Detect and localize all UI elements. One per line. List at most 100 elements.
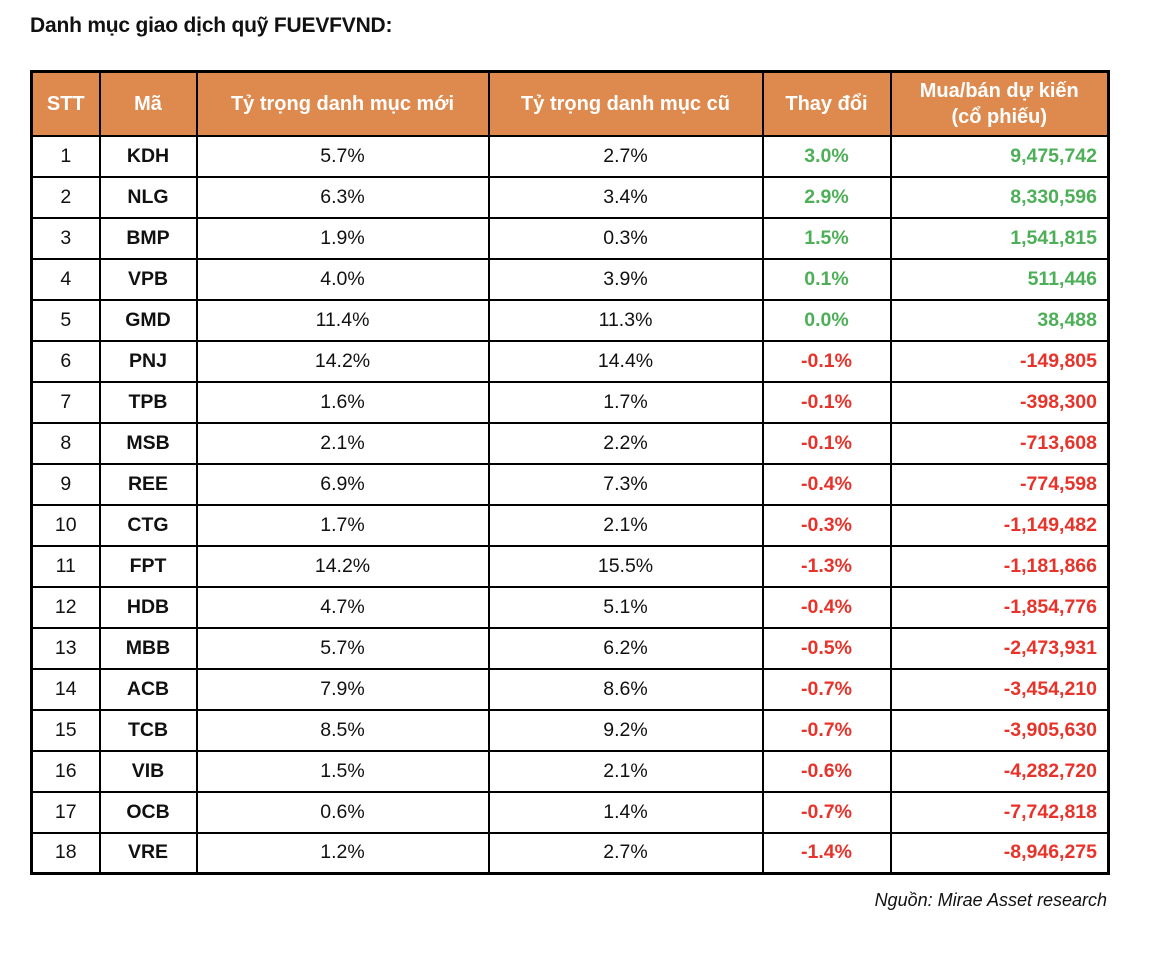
- shares-cell: -2,473,931: [889, 626, 1110, 670]
- old-weight-cell: 2.7%: [487, 831, 764, 875]
- ticker-cell: TPB: [98, 380, 198, 424]
- change-cell: -1.4%: [761, 831, 892, 875]
- shares-cell: -1,854,776: [889, 585, 1110, 629]
- old-weight-cell: 8.6%: [487, 667, 764, 711]
- change-cell: -0.3%: [761, 503, 892, 547]
- shares-cell: -7,742,818: [889, 790, 1110, 834]
- old-weight-cell: 15.5%: [487, 544, 764, 588]
- row-index-cell: 12: [30, 585, 101, 629]
- row-index-cell: 14: [30, 667, 101, 711]
- new-weight-cell: 8.5%: [195, 708, 490, 752]
- row-index-cell: 18: [30, 831, 101, 875]
- change-cell: -0.6%: [761, 749, 892, 793]
- ticker-cell: MBB: [98, 626, 198, 670]
- ticker-cell: GMD: [98, 298, 198, 342]
- old-weight-cell: 11.3%: [487, 298, 764, 342]
- old-weight-cell: 2.7%: [487, 134, 764, 178]
- old-weight-cell: 1.7%: [487, 380, 764, 424]
- header-ticker: Mã: [98, 70, 198, 137]
- ticker-cell: VPB: [98, 257, 198, 301]
- old-weight-cell: 14.4%: [487, 339, 764, 383]
- new-weight-cell: 1.2%: [195, 831, 490, 875]
- header-old-weight: Tỷ trọng danh mục cũ: [487, 70, 764, 137]
- shares-cell: -713,608: [889, 421, 1110, 465]
- shares-cell: 1,541,815: [889, 216, 1110, 260]
- row-index-cell: 15: [30, 708, 101, 752]
- old-weight-cell: 7.3%: [487, 462, 764, 506]
- old-weight-cell: 3.4%: [487, 175, 764, 219]
- table-row: 13 MBB 5.7% 6.2% -0.5% -2,473,931: [30, 626, 1110, 670]
- new-weight-cell: 2.1%: [195, 421, 490, 465]
- row-index-cell: 1: [30, 134, 101, 178]
- new-weight-cell: 1.7%: [195, 503, 490, 547]
- ticker-cell: KDH: [98, 134, 198, 178]
- ticker-cell: BMP: [98, 216, 198, 260]
- table-row: 8 MSB 2.1% 2.2% -0.1% -713,608: [30, 421, 1110, 465]
- ticker-cell: ACB: [98, 667, 198, 711]
- change-cell: -0.7%: [761, 708, 892, 752]
- page-title: Danh mục giao dịch quỹ FUEVFVND:: [30, 14, 393, 37]
- report-page: Danh mục giao dịch quỹ FUEVFVND: STT Mã …: [30, 14, 1110, 911]
- table-row: 2 NLG 6.3% 3.4% 2.9% 8,330,596: [30, 175, 1110, 219]
- shares-cell: 511,446: [889, 257, 1110, 301]
- shares-cell: 8,330,596: [889, 175, 1110, 219]
- new-weight-cell: 5.7%: [195, 626, 490, 670]
- row-index-cell: 16: [30, 749, 101, 793]
- ticker-cell: VRE: [98, 831, 198, 875]
- table-row: 18 VRE 1.2% 2.7% -1.4% -8,946,275: [30, 831, 1110, 875]
- portfolio-table-wrap: STT Mã Tỷ trọng danh mục mới Tỷ trọng da…: [30, 70, 1110, 911]
- source-note: Nguồn: Mirae Asset research: [874, 890, 1107, 910]
- change-cell: 3.0%: [761, 134, 892, 178]
- old-weight-cell: 2.2%: [487, 421, 764, 465]
- change-cell: -0.4%: [761, 585, 892, 629]
- new-weight-cell: 5.7%: [195, 134, 490, 178]
- change-cell: 2.9%: [761, 175, 892, 219]
- old-weight-cell: 5.1%: [487, 585, 764, 629]
- new-weight-cell: 6.3%: [195, 175, 490, 219]
- shares-cell: -1,149,482: [889, 503, 1110, 547]
- shares-cell: 38,488: [889, 298, 1110, 342]
- table-row: 15 TCB 8.5% 9.2% -0.7% -3,905,630: [30, 708, 1110, 752]
- shares-cell: -1,181,866: [889, 544, 1110, 588]
- header-stt: STT: [30, 70, 101, 137]
- new-weight-cell: 14.2%: [195, 339, 490, 383]
- change-cell: -0.7%: [761, 667, 892, 711]
- row-index-cell: 3: [30, 216, 101, 260]
- header-shares-line2: (cổ phiếu): [951, 105, 1048, 128]
- old-weight-cell: 9.2%: [487, 708, 764, 752]
- table-row: 4 VPB 4.0% 3.9% 0.1% 511,446: [30, 257, 1110, 301]
- table-row: 17 OCB 0.6% 1.4% -0.7% -7,742,818: [30, 790, 1110, 834]
- old-weight-cell: 2.1%: [487, 749, 764, 793]
- shares-cell: -398,300: [889, 380, 1110, 424]
- new-weight-cell: 4.7%: [195, 585, 490, 629]
- change-cell: -0.1%: [761, 421, 892, 465]
- new-weight-cell: 14.2%: [195, 544, 490, 588]
- shares-cell: -3,905,630: [889, 708, 1110, 752]
- ticker-cell: REE: [98, 462, 198, 506]
- table-header: STT Mã Tỷ trọng danh mục mới Tỷ trọng da…: [30, 70, 1110, 137]
- row-index-cell: 10: [30, 503, 101, 547]
- new-weight-cell: 1.6%: [195, 380, 490, 424]
- new-weight-cell: 0.6%: [195, 790, 490, 834]
- change-cell: 0.0%: [761, 298, 892, 342]
- table-row: 3 BMP 1.9% 0.3% 1.5% 1,541,815: [30, 216, 1110, 260]
- shares-cell: -774,598: [889, 462, 1110, 506]
- new-weight-cell: 4.0%: [195, 257, 490, 301]
- new-weight-cell: 6.9%: [195, 462, 490, 506]
- table-row: 10 CTG 1.7% 2.1% -0.3% -1,149,482: [30, 503, 1110, 547]
- row-index-cell: 7: [30, 380, 101, 424]
- new-weight-cell: 1.5%: [195, 749, 490, 793]
- row-index-cell: 9: [30, 462, 101, 506]
- ticker-cell: PNJ: [98, 339, 198, 383]
- old-weight-cell: 0.3%: [487, 216, 764, 260]
- shares-cell: -149,805: [889, 339, 1110, 383]
- ticker-cell: TCB: [98, 708, 198, 752]
- shares-cell: -8,946,275: [889, 831, 1110, 875]
- header-change: Thay đổi: [761, 70, 892, 137]
- table-row: 5 GMD 11.4% 11.3% 0.0% 38,488: [30, 298, 1110, 342]
- shares-cell: -4,282,720: [889, 749, 1110, 793]
- header-shares-line1: Mua/bán dự kiến: [919, 79, 1079, 102]
- new-weight-cell: 1.9%: [195, 216, 490, 260]
- change-cell: 1.5%: [761, 216, 892, 260]
- old-weight-cell: 1.4%: [487, 790, 764, 834]
